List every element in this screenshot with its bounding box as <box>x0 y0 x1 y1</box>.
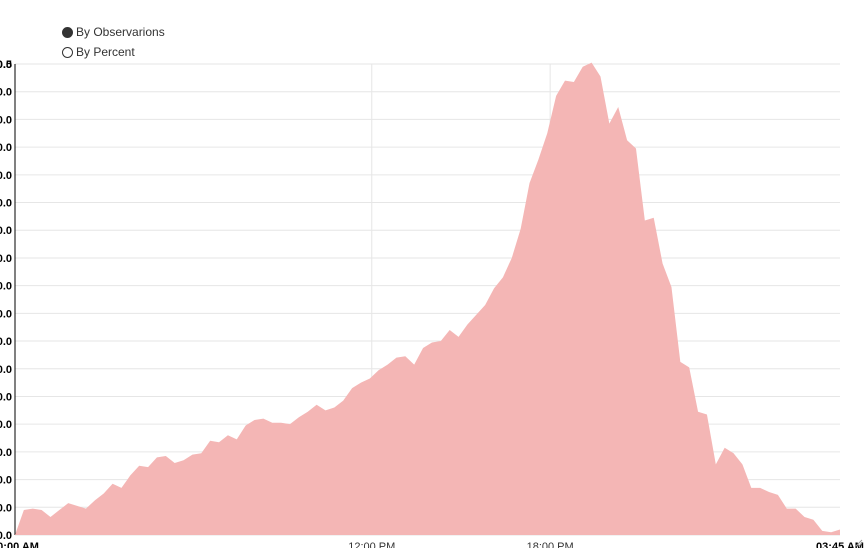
y-tick-label: 0.0 <box>0 419 12 431</box>
y-tick-label: 0.0 <box>0 225 12 237</box>
y-tick-label: 0.0 <box>0 530 12 542</box>
y-tick-label: 0.0 <box>0 502 12 514</box>
by-percent-option[interactable]: By Percent <box>62 42 165 62</box>
y-tick-label: 0.0 <box>0 364 12 376</box>
x-axis: 00:00 AM 12:00 PM 18:00 PM 03:45 AM <box>0 541 864 548</box>
x-tick-label: 00:00 AM <box>0 541 39 548</box>
y-tick-label: 0.0 <box>0 336 12 348</box>
area-series <box>15 62 840 536</box>
y-tick-label: 0.0 <box>0 391 12 403</box>
y-tick-label: 0.0 <box>0 475 12 487</box>
by-observations-option[interactable]: By Observarions <box>62 22 165 42</box>
by-observations-label: By Observarions <box>76 25 165 39</box>
by-percent-label: By Percent <box>76 45 135 59</box>
y-tick-label: 0.0 <box>0 142 12 154</box>
y-tick-label: 0.0 <box>0 198 12 210</box>
y-tick-label: 0.0 <box>0 87 12 99</box>
radio-unchecked-icon[interactable] <box>62 46 73 58</box>
area-series-layer <box>15 62 840 536</box>
y-tick-label: 0.0 <box>0 308 12 320</box>
y-tick-label: 0.0 <box>0 114 12 126</box>
y-axis: 0.00.00.00.00.00.00.00.00.00.00.00.00.00… <box>0 59 16 542</box>
x-tick-label: 12:00 PM <box>348 541 395 548</box>
chart-mode-legend: By Observarions By Percent <box>62 22 165 62</box>
y-tick-label: 0.0 <box>0 253 12 265</box>
y-tick-label: 0.0 <box>0 281 12 293</box>
y-tick-label: 0.0 <box>0 59 12 71</box>
y-tick-label: 0.0 <box>0 170 12 182</box>
resize-handle-icon[interactable] <box>855 539 863 547</box>
y-tick-label: 0.0 <box>0 447 12 459</box>
radio-checked-icon[interactable] <box>62 26 73 38</box>
y-tick-label: 0.5 <box>0 59 12 71</box>
x-tick-label: 03:45 AM <box>816 541 864 548</box>
x-tick-label: 18:00 PM <box>527 541 574 548</box>
